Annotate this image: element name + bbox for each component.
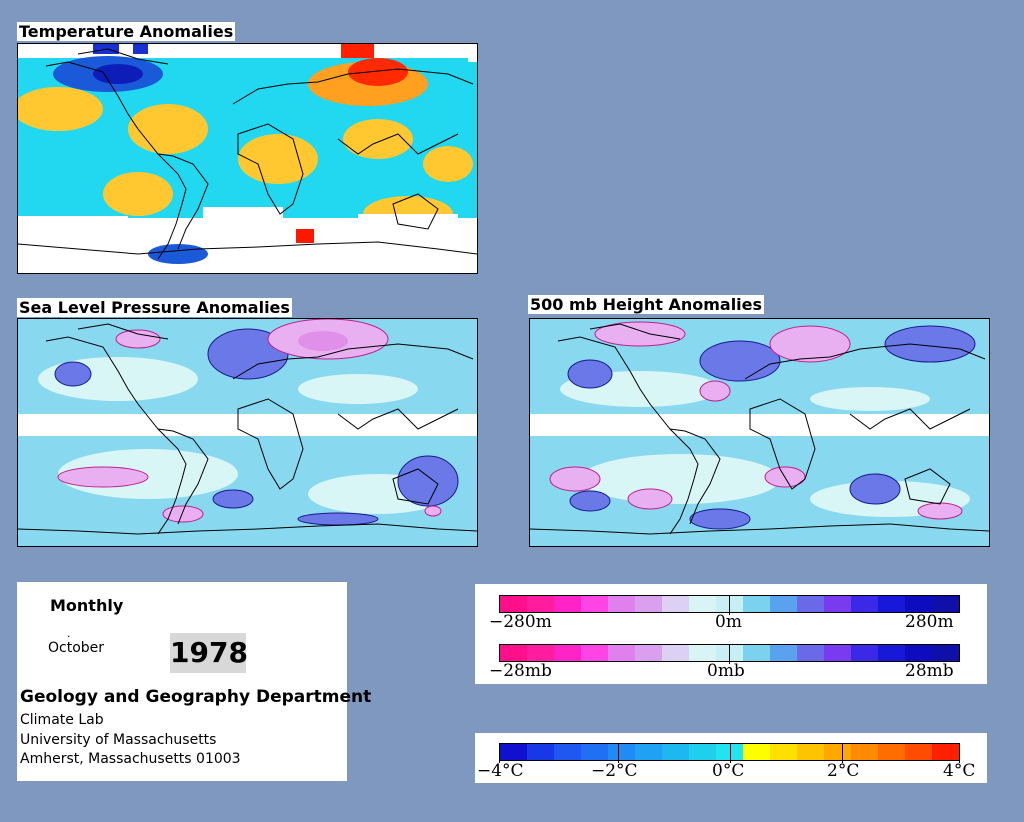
height-colorbar-swatch	[851, 596, 878, 612]
pressure-colorbar-swatch	[824, 645, 851, 661]
department-name: Geology and Geography Department	[20, 687, 372, 707]
temperature-colorbar-swatch	[716, 744, 743, 760]
lab-name: Climate Lab	[20, 712, 104, 728]
temperature-anomalies-map	[17, 43, 478, 274]
height-colorbar-swatch	[500, 596, 527, 612]
temperature-colorbar-swatch	[689, 744, 716, 760]
pressure-label-low: −28mb	[489, 661, 552, 681]
pressure-colorbar-swatch	[554, 645, 581, 661]
pressure-colorbar-swatch	[851, 645, 878, 661]
pressure-label-high: 28mb	[905, 661, 954, 681]
pressure-colorbar-swatch	[878, 645, 905, 661]
temperature-colorbar-swatch	[581, 744, 608, 760]
temperature-colorbar-swatch	[635, 744, 662, 760]
height-colorbar-swatch	[797, 596, 824, 612]
pressure-colorbar-swatch	[743, 645, 770, 661]
height-colorbar-swatch	[554, 596, 581, 612]
pressure-label-mid: 0mb	[707, 661, 745, 681]
temp-tick-plus2	[842, 743, 843, 763]
temp-label-minus2: −2°C	[591, 761, 638, 781]
pressure-colorbar-swatch	[932, 645, 959, 661]
temp-label-plus2: 2°C	[827, 761, 860, 781]
temperature-colorbar-swatch	[743, 744, 770, 760]
sea-level-pressure-map	[17, 318, 478, 547]
height-colorbar-swatch	[689, 596, 716, 612]
temperature-colorbar-swatch	[905, 744, 932, 760]
address-line: Amherst, Massachusetts 01003	[20, 751, 241, 767]
height-colorbar-swatch	[932, 596, 959, 612]
pressure-colorbar-swatch	[689, 645, 716, 661]
pressure-colorbar-swatch	[635, 645, 662, 661]
temperature-colorbar-swatch	[554, 744, 581, 760]
month-label: October	[48, 640, 105, 656]
height-colorbar-swatch	[824, 596, 851, 612]
pressure-colorbar-swatch	[527, 645, 554, 661]
height-colorbar-swatch	[662, 596, 689, 612]
info-panel: Monthly . October 1978 Geology and Geogr…	[17, 582, 371, 781]
temperature-anomalies-title: Temperature Anomalies	[17, 22, 236, 41]
temperature-legend: −4°C −2°C 0°C 2°C 4°C	[475, 733, 987, 783]
temp-tick-minus4	[499, 743, 500, 763]
pressure-colorbar-swatch	[905, 645, 932, 661]
temperature-colorbar-swatch	[527, 744, 554, 760]
height-colorbar-swatch	[635, 596, 662, 612]
height-pressure-legend: −280m 0m 280m −28mb 0mb 28mb	[475, 584, 987, 684]
temperature-colorbar	[499, 743, 960, 761]
height-500mb-map	[529, 318, 990, 547]
pressure-colorbar-swatch	[662, 645, 689, 661]
height-colorbar-swatch	[770, 596, 797, 612]
pressure-zero-tick	[729, 644, 730, 664]
temp-label-minus4: −4°C	[477, 761, 524, 781]
height-colorbar-swatch	[905, 596, 932, 612]
temperature-colorbar-swatch	[662, 744, 689, 760]
temp-label-zero: 0°C	[712, 761, 745, 781]
temperature-colorbar-swatch	[797, 744, 824, 760]
pressure-colorbar-swatch	[770, 645, 797, 661]
university-name: University of Massachusetts	[20, 732, 217, 748]
temperature-colorbar-swatch	[851, 744, 878, 760]
temp-tick-plus4	[959, 743, 960, 763]
sea-level-pressure-title: Sea Level Pressure Anomalies	[17, 298, 292, 317]
year-label: 1978	[170, 633, 248, 673]
height-colorbar-swatch	[581, 596, 608, 612]
height-label-high: 280m	[905, 612, 954, 632]
temperature-colorbar-swatch	[878, 744, 905, 760]
pressure-colorbar-swatch	[500, 645, 527, 661]
height-label-mid: 0m	[715, 612, 742, 632]
height-colorbar-swatch	[527, 596, 554, 612]
height-colorbar-swatch	[743, 596, 770, 612]
temperature-colorbar-swatch	[824, 744, 851, 760]
period-label: Monthly	[50, 596, 124, 615]
height-label-low: −280m	[489, 612, 552, 632]
pressure-colorbar-swatch	[581, 645, 608, 661]
period-dot: .	[67, 626, 71, 640]
pressure-colorbar-swatch	[797, 645, 824, 661]
height-colorbar-swatch	[608, 596, 635, 612]
temperature-colorbar-swatch	[770, 744, 797, 760]
temperature-colorbar-swatch	[500, 744, 527, 760]
temp-tick-minus2	[618, 743, 619, 763]
temperature-colorbar-swatch	[608, 744, 635, 760]
temp-label-plus4: 4°C	[943, 761, 976, 781]
height-colorbar-swatch	[878, 596, 905, 612]
temp-tick-zero	[730, 743, 731, 763]
temperature-colorbar-swatch	[932, 744, 959, 760]
pressure-colorbar-swatch	[608, 645, 635, 661]
height-500mb-title: 500 mb Height Anomalies	[528, 295, 765, 314]
height-zero-tick	[729, 595, 730, 615]
